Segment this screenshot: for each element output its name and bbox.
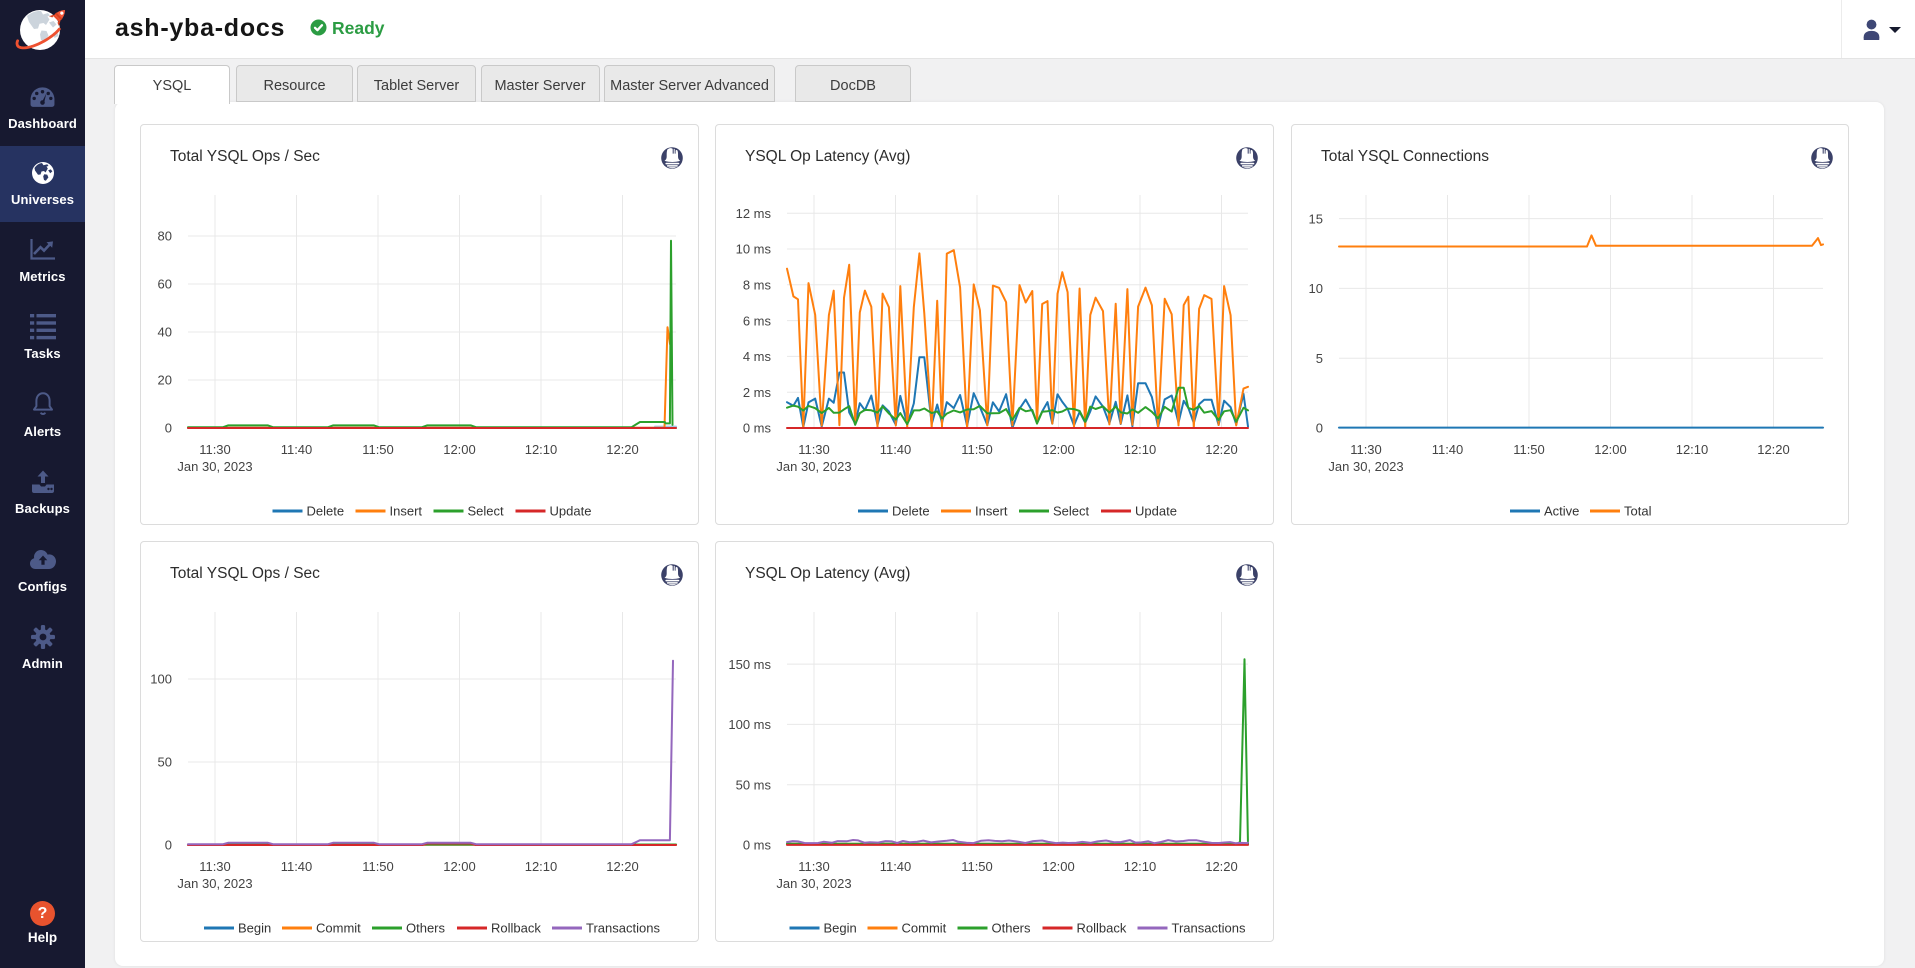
svg-text:11:30: 11:30 xyxy=(798,442,830,457)
svg-text:Commit: Commit xyxy=(902,921,947,936)
svg-text:YSQL Op Latency (Avg): YSQL Op Latency (Avg) xyxy=(745,148,910,165)
svg-text:6 ms: 6 ms xyxy=(743,313,772,328)
svg-text:Rollback: Rollback xyxy=(491,921,541,936)
svg-text:12:20: 12:20 xyxy=(1205,859,1238,874)
svg-text:Total: Total xyxy=(1624,504,1652,519)
svg-text:100: 100 xyxy=(150,672,172,687)
svg-text:12:10: 12:10 xyxy=(1124,859,1157,874)
svg-text:Jan 30, 2023: Jan 30, 2023 xyxy=(776,459,851,474)
svg-text:Jan 30, 2023: Jan 30, 2023 xyxy=(177,876,252,891)
svg-text:80: 80 xyxy=(158,229,172,244)
svg-text:11:30: 11:30 xyxy=(199,442,231,457)
svg-text:Insert: Insert xyxy=(390,504,423,519)
svg-text:50: 50 xyxy=(158,755,172,770)
svg-text:12:00: 12:00 xyxy=(1042,859,1075,874)
svg-text:12:20: 12:20 xyxy=(1205,442,1238,457)
svg-text:60: 60 xyxy=(158,277,172,292)
svg-text:Rollback: Rollback xyxy=(1077,921,1127,936)
svg-text:Commit: Commit xyxy=(316,921,361,936)
svg-text:Update: Update xyxy=(1135,504,1177,519)
svg-text:10 ms: 10 ms xyxy=(736,242,772,257)
svg-text:11:40: 11:40 xyxy=(880,442,912,457)
svg-text:11:50: 11:50 xyxy=(961,442,993,457)
svg-text:11:30: 11:30 xyxy=(798,859,830,874)
svg-text:8 ms: 8 ms xyxy=(743,278,772,293)
svg-text:0 ms: 0 ms xyxy=(743,421,772,436)
svg-text:12:00: 12:00 xyxy=(1042,442,1075,457)
svg-text:20: 20 xyxy=(158,373,172,388)
svg-text:12:00: 12:00 xyxy=(1594,442,1627,457)
svg-text:Total YSQL Ops / Sec: Total YSQL Ops / Sec xyxy=(170,148,320,165)
svg-text:Begin: Begin xyxy=(238,921,271,936)
svg-text:10: 10 xyxy=(1309,281,1323,296)
svg-text:Select: Select xyxy=(468,504,505,519)
svg-text:100 ms: 100 ms xyxy=(728,717,771,732)
svg-text:11:30: 11:30 xyxy=(1350,442,1382,457)
svg-text:Others: Others xyxy=(992,921,1032,936)
svg-text:11:40: 11:40 xyxy=(880,859,912,874)
svg-text:12:10: 12:10 xyxy=(525,442,558,457)
svg-text:YSQL Op Latency (Avg): YSQL Op Latency (Avg) xyxy=(745,565,910,582)
svg-text:0 ms: 0 ms xyxy=(743,838,772,853)
svg-text:Others: Others xyxy=(406,921,446,936)
svg-text:11:50: 11:50 xyxy=(1513,442,1545,457)
svg-text:Jan 30, 2023: Jan 30, 2023 xyxy=(177,459,252,474)
svg-text:12:10: 12:10 xyxy=(1124,442,1157,457)
svg-text:11:40: 11:40 xyxy=(281,442,313,457)
svg-text:0: 0 xyxy=(165,421,172,436)
svg-text:12:20: 12:20 xyxy=(606,442,639,457)
svg-text:Total YSQL Connections: Total YSQL Connections xyxy=(1321,148,1489,165)
svg-text:15: 15 xyxy=(1309,211,1323,226)
svg-text:Delete: Delete xyxy=(307,504,345,519)
svg-text:11:40: 11:40 xyxy=(1432,442,1464,457)
svg-text:Jan 30, 2023: Jan 30, 2023 xyxy=(776,876,851,891)
svg-text:11:50: 11:50 xyxy=(362,859,394,874)
svg-text:Update: Update xyxy=(550,504,592,519)
svg-text:5: 5 xyxy=(1316,351,1323,366)
svg-text:11:40: 11:40 xyxy=(281,859,313,874)
svg-text:12:10: 12:10 xyxy=(525,859,558,874)
svg-text:11:30: 11:30 xyxy=(199,859,231,874)
svg-text:Select: Select xyxy=(1053,504,1090,519)
svg-text:50 ms: 50 ms xyxy=(736,777,772,792)
svg-text:12:20: 12:20 xyxy=(1757,442,1790,457)
svg-text:Begin: Begin xyxy=(824,921,857,936)
svg-text:Delete: Delete xyxy=(892,504,930,519)
svg-text:12 ms: 12 ms xyxy=(736,206,772,221)
svg-text:12:20: 12:20 xyxy=(606,859,639,874)
svg-text:0: 0 xyxy=(1316,421,1323,436)
svg-text:Transactions: Transactions xyxy=(586,921,660,936)
svg-text:Total YSQL Ops / Sec: Total YSQL Ops / Sec xyxy=(170,565,320,582)
svg-text:11:50: 11:50 xyxy=(961,859,993,874)
svg-text:40: 40 xyxy=(158,325,172,340)
svg-text:12:00: 12:00 xyxy=(443,859,476,874)
svg-text:12:10: 12:10 xyxy=(1676,442,1709,457)
svg-text:12:00: 12:00 xyxy=(443,442,476,457)
svg-text:0: 0 xyxy=(165,838,172,853)
svg-text:4 ms: 4 ms xyxy=(743,349,772,364)
svg-text:Active: Active xyxy=(1544,504,1579,519)
svg-text:150 ms: 150 ms xyxy=(728,657,771,672)
svg-text:Transactions: Transactions xyxy=(1172,921,1246,936)
svg-text:2 ms: 2 ms xyxy=(743,385,772,400)
svg-text:Insert: Insert xyxy=(975,504,1008,519)
svg-text:Jan 30, 2023: Jan 30, 2023 xyxy=(1328,459,1403,474)
svg-text:11:50: 11:50 xyxy=(362,442,394,457)
